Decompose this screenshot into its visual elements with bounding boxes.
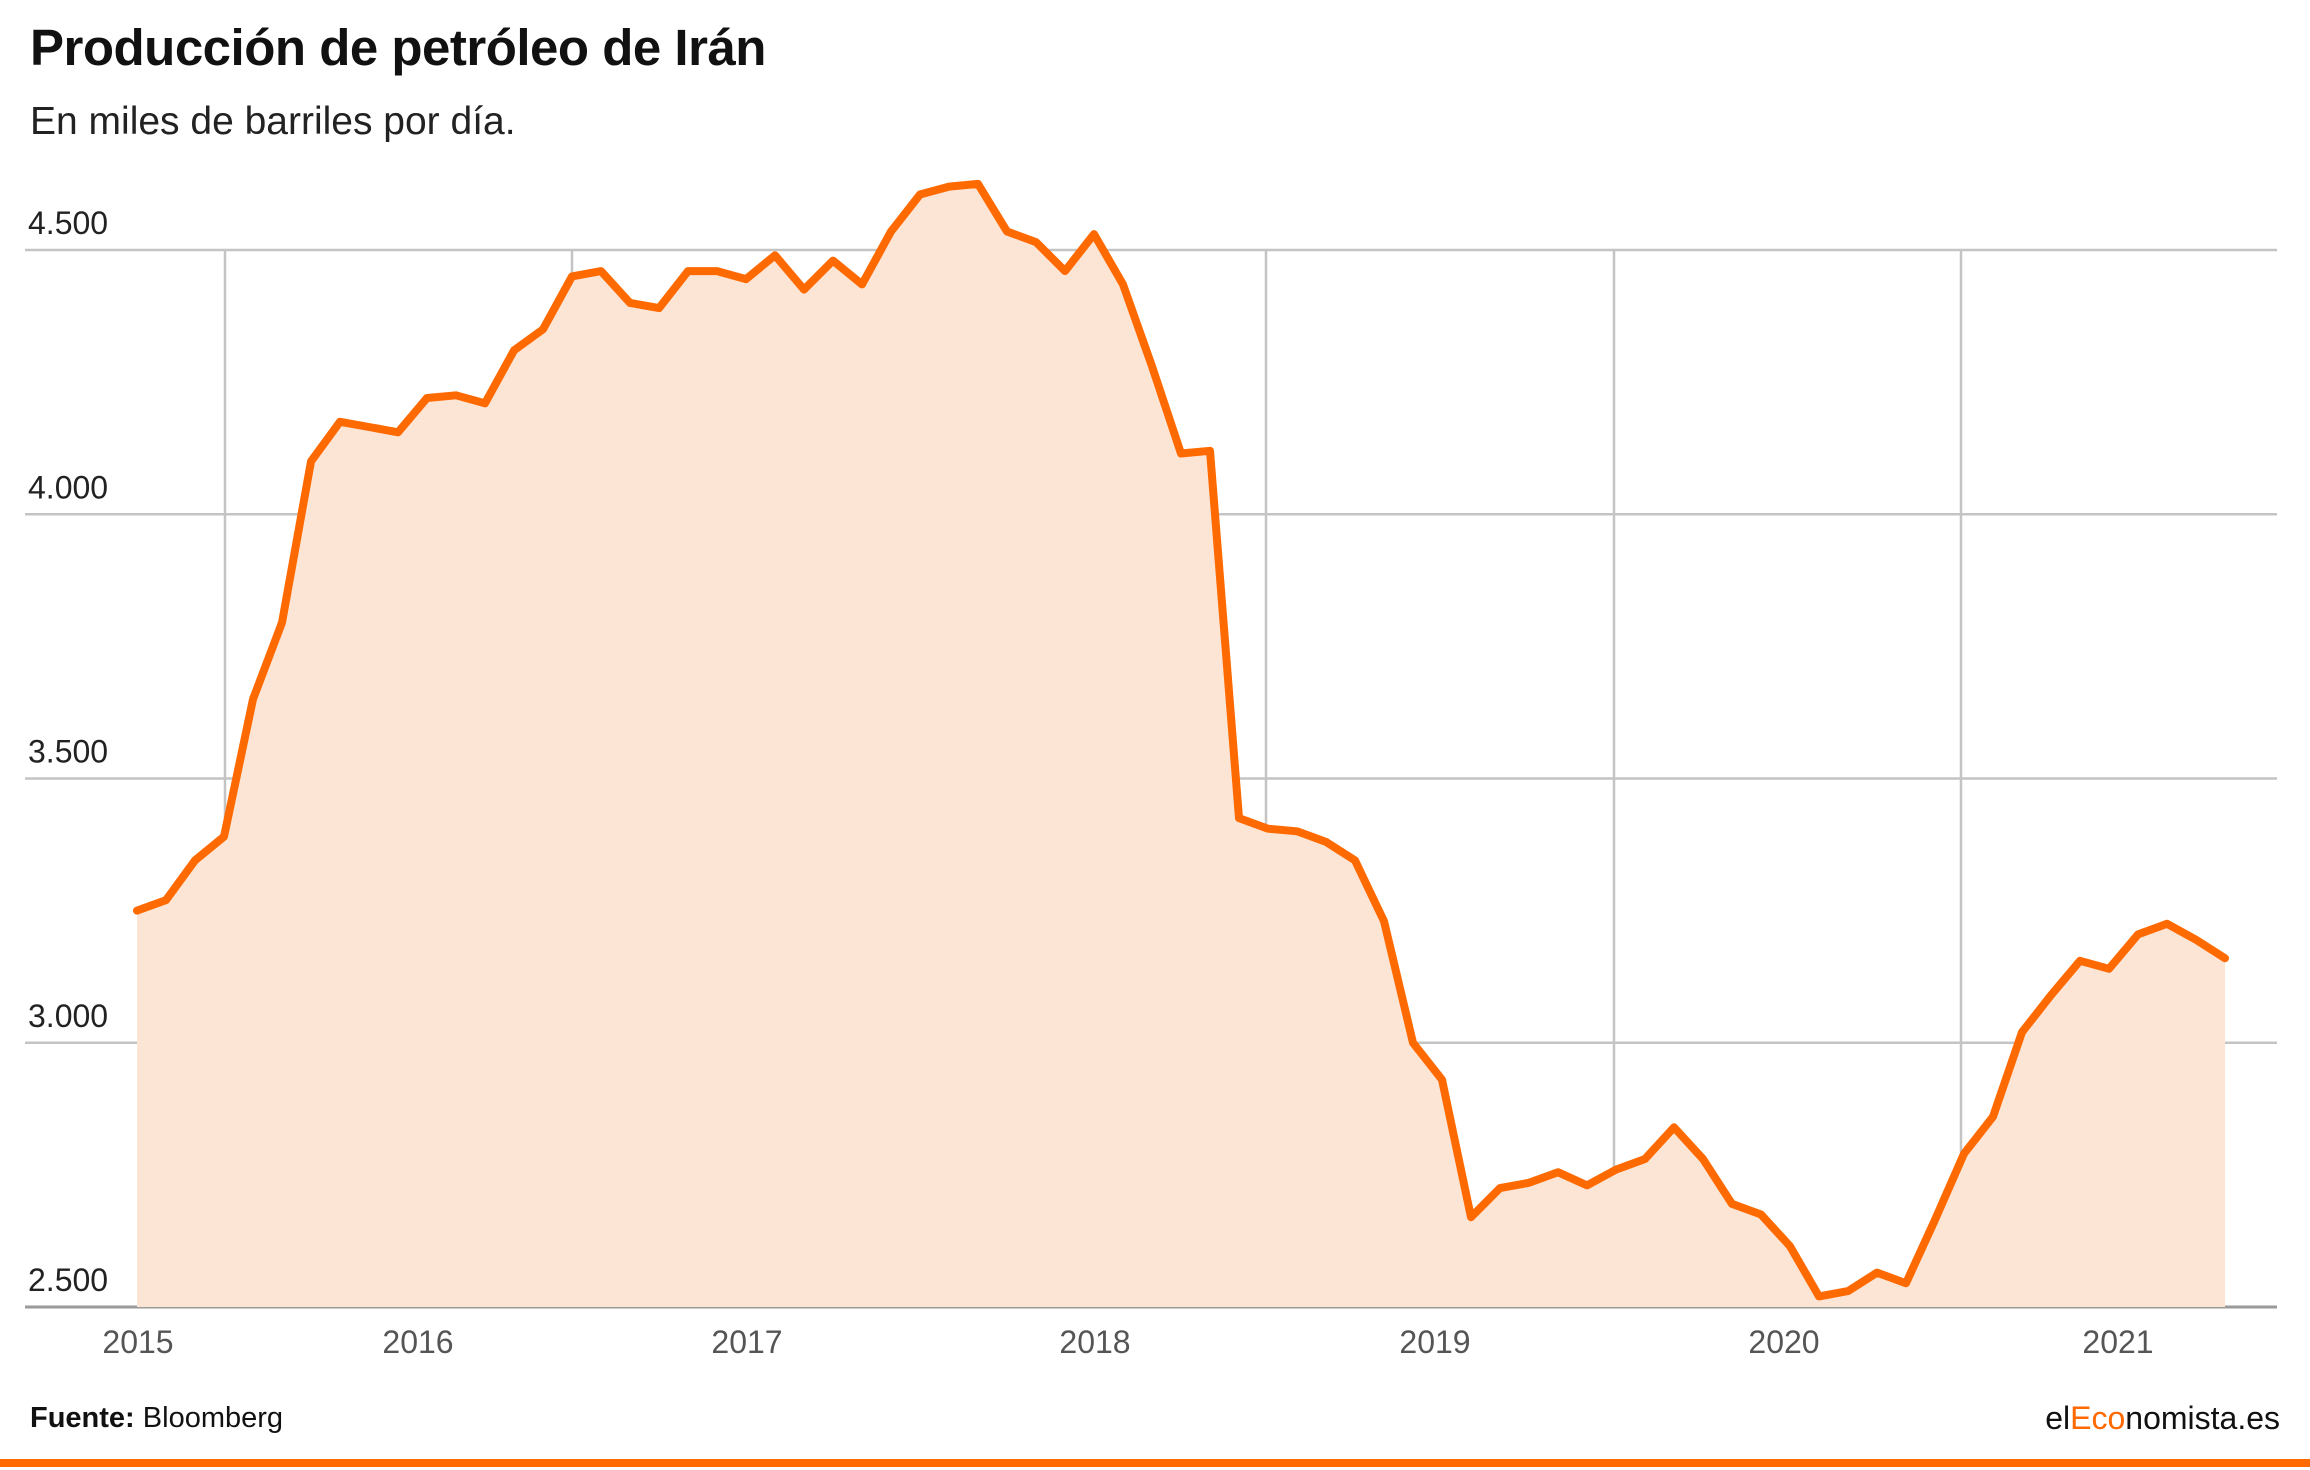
x-tick-label: 2018 [1059, 1324, 1130, 1360]
x-tick-label: 2020 [1748, 1324, 1819, 1360]
y-tick-label: 4.500 [28, 205, 108, 241]
area-fill [137, 183, 2225, 1307]
y-tick-label: 3.000 [28, 998, 108, 1034]
line-chart: 4.500 4.000 3.500 3.000 2.500 2015 2016 2017 201… [25, 179, 2277, 1360]
axis-ticks: 4.500 4.000 3.500 3.000 2.500 2015 2016 2017 201… [28, 205, 2154, 1360]
y-tick-label: 4.000 [28, 469, 108, 505]
chart-title: Producción de petróleo de Irán [30, 19, 766, 76]
y-tick-label: 3.500 [28, 734, 108, 770]
footer-accent-bar [0, 1459, 2310, 1467]
x-tick-label: 2019 [1399, 1324, 1470, 1360]
brand-logo[interactable]: elEconomista.es [2045, 1400, 2280, 1437]
source-label: Fuente: [30, 1402, 135, 1434]
brand-accent: Eco [2070, 1400, 2126, 1436]
x-tick-label: 2016 [382, 1324, 453, 1360]
chart-subtitle: En miles de barriles por día. [30, 100, 516, 143]
x-tick-label: 2017 [711, 1324, 782, 1360]
y-tick-label: 2.500 [28, 1262, 108, 1298]
x-tick-label: 2021 [2082, 1324, 2153, 1360]
brand-suffix: nomista.es [2125, 1400, 2280, 1436]
series-line [133, 179, 2229, 1301]
source-note: Fuente: Bloomberg [30, 1402, 283, 1435]
source-value: Bloomberg [142, 1402, 284, 1434]
x-tick-label: 2015 [102, 1324, 173, 1360]
brand-prefix: el [2045, 1400, 2071, 1436]
